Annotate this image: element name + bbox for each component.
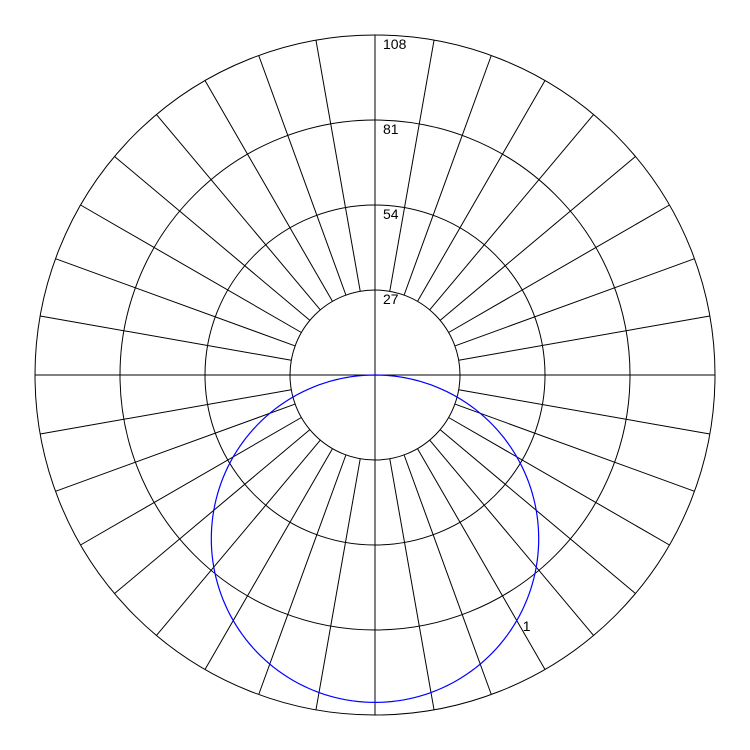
grid-spoke bbox=[390, 40, 434, 291]
grid-spoke bbox=[455, 259, 695, 346]
grid-spoke bbox=[390, 459, 434, 710]
series-label: 1 bbox=[523, 618, 531, 634]
grid-spoke bbox=[205, 449, 333, 670]
ring-labels: 27 54 81 108 bbox=[383, 36, 407, 307]
grid-spoke bbox=[205, 81, 333, 302]
grid-spoke bbox=[40, 316, 291, 360]
grid-spoke bbox=[56, 259, 296, 346]
ring-label: 81 bbox=[383, 121, 399, 137]
grid-spoke bbox=[449, 205, 670, 333]
grid-spoke bbox=[81, 205, 302, 333]
grid-spoke bbox=[259, 455, 346, 695]
grid-spoke bbox=[259, 56, 346, 296]
ring-label: 108 bbox=[383, 36, 407, 52]
grid-spoke bbox=[459, 316, 710, 360]
grid-spoke bbox=[81, 418, 302, 546]
ring-label: 27 bbox=[383, 291, 399, 307]
grid-spoke bbox=[459, 390, 710, 434]
grid-spoke bbox=[418, 81, 546, 302]
ring-label: 54 bbox=[383, 206, 399, 222]
grid-spoke bbox=[56, 404, 296, 491]
series-labels: 1 bbox=[523, 618, 531, 634]
grid-spoke bbox=[316, 459, 360, 710]
grid-spoke bbox=[40, 390, 291, 434]
grid-spoke bbox=[455, 404, 695, 491]
grid-spoke bbox=[404, 455, 491, 695]
grid-spoke bbox=[404, 56, 491, 296]
polar-chart: 27 54 81 108 1 bbox=[0, 0, 750, 750]
grid-spoke bbox=[418, 449, 546, 670]
grid-spoke bbox=[449, 418, 670, 546]
grid-spoke bbox=[316, 40, 360, 291]
